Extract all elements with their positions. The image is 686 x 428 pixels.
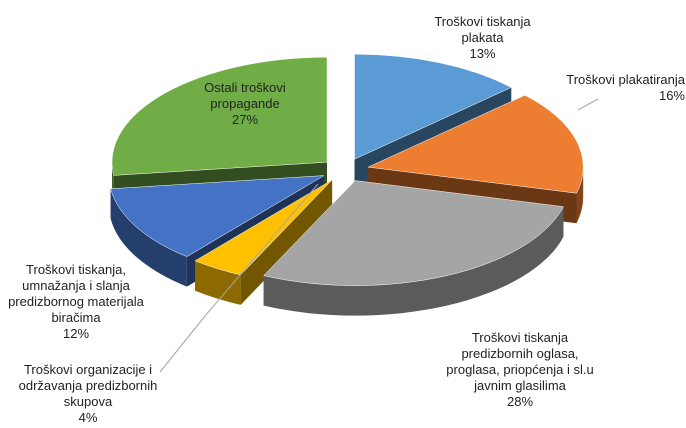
slice	[263, 180, 564, 286]
slice	[354, 53, 512, 160]
value-label: 28%	[506, 394, 534, 409]
leader-line	[204, 183, 319, 317]
category-label: Troškovi tiskanja, umnažanja i slanja pr…	[8, 262, 144, 325]
category-label: Troškovi organizacije i održavanja predi…	[18, 362, 158, 409]
leader-line	[577, 98, 599, 111]
slice-label: Troškovi tiskanja, umnažanja i slanja pr…	[6, 262, 146, 342]
slice-label: Troškovi plakatiranja 16%	[555, 72, 685, 104]
slice-label: Ostali troškovi propagande 27%	[192, 80, 298, 128]
slice-wall	[263, 206, 564, 316]
category-label: Troškovi tiskanja plakata	[434, 14, 531, 45]
slice-wall	[195, 260, 241, 305]
leader-line	[159, 315, 206, 373]
value-label: 13%	[469, 46, 496, 61]
category-label: Ostali troškovi propagande	[204, 80, 286, 111]
value-label: 16%	[658, 88, 685, 103]
slice	[110, 175, 325, 257]
value-label: 4%	[78, 410, 98, 425]
slice-wall	[110, 188, 187, 287]
slice-label: Troškovi tiskanja plakata 13%	[425, 14, 540, 62]
slice-label: Troškovi organizacije i održavanja predi…	[8, 362, 168, 426]
value-label: 12%	[62, 326, 90, 341]
slice-label: Troškovi tiskanja predizbornih oglasa, p…	[443, 330, 597, 410]
category-label: Troškovi plakatiranja	[566, 72, 685, 87]
category-label: Troškovi tiskanja predizbornih oglasa, p…	[446, 330, 594, 393]
value-label: 27%	[231, 112, 259, 127]
slice	[367, 94, 584, 194]
slice	[111, 56, 328, 176]
